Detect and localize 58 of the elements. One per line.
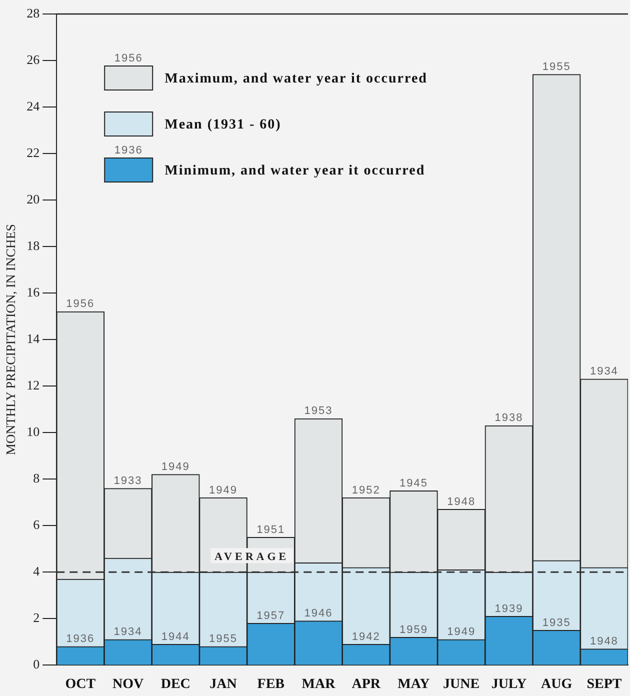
annotation: 1942 — [352, 630, 380, 643]
x-tick-label: MAR — [302, 677, 336, 692]
y-tick-label: 2 — [33, 610, 40, 626]
annotation: 1952 — [352, 484, 380, 496]
x-tick-label: JUNE — [443, 677, 480, 692]
annotation: 1955 — [209, 633, 238, 646]
annotation: 1955 — [542, 61, 571, 73]
y-tick-label: 0 — [33, 656, 40, 672]
annotation: 1944 — [161, 630, 190, 643]
x-tick-label: FEB — [257, 677, 284, 692]
y-tick-label: 28 — [26, 5, 40, 20]
y-tick-label: 18 — [26, 238, 40, 253]
y-tick-label: 6 — [33, 517, 40, 532]
x-tick-label: JAN — [210, 677, 237, 692]
annotation: 1938 — [494, 412, 524, 424]
annotation: 1934 — [114, 626, 142, 638]
x-tick-label: DEC — [160, 677, 190, 692]
x-tick-label: SEPT — [586, 677, 622, 692]
annotation: 1945 — [399, 477, 428, 490]
y-tick-label: 22 — [26, 144, 40, 160]
y-tick-label: 20 — [26, 191, 40, 206]
annotation: 1951 — [256, 524, 286, 536]
y-tick-label: 16 — [26, 284, 40, 300]
legend-label: Minimum, and water year it occurred — [164, 164, 426, 179]
y-tick-label: 4 — [33, 564, 40, 579]
x-tick-label: OCT — [65, 677, 96, 692]
annotation: 1956 — [66, 298, 95, 310]
annotation: 1949 — [209, 484, 238, 496]
y-tick-label: 10 — [26, 424, 40, 440]
y-tick-label: 14 — [26, 331, 40, 346]
annotation: 1939 — [494, 602, 524, 615]
y-tick-label: 12 — [26, 378, 40, 393]
annotation: 1946 — [304, 608, 333, 620]
legend-label: Maximum, and water year it occurred — [164, 72, 428, 87]
annotation: 1935 — [542, 616, 571, 629]
x-tick-label: AUG — [541, 677, 572, 692]
y-tick-label: 26 — [26, 52, 40, 67]
annotation: 1936 — [114, 144, 143, 157]
y-axis-title: MONTHLY PRECIPITATION, IN INCHES — [3, 224, 18, 456]
annotation: 1948 — [590, 635, 618, 648]
annotation: 1933 — [114, 474, 142, 487]
legend-label: Mean (1931 - 60) — [164, 118, 282, 133]
ref-line-label: AVERAGE — [214, 551, 290, 564]
annotation: 1949 — [447, 626, 476, 638]
annotation: 1956 — [114, 52, 143, 65]
annotation: 1957 — [256, 610, 286, 622]
x-tick-label: MAY — [398, 677, 430, 692]
annotation: 1948 — [447, 496, 476, 508]
annotation: 1953 — [304, 405, 333, 418]
annotation: 1949 — [161, 461, 190, 474]
annotation: 1936 — [66, 633, 95, 646]
annotation: 1934 — [590, 366, 618, 378]
annotation: 1959 — [399, 624, 428, 636]
x-tick-label: JULY — [491, 677, 527, 692]
x-tick-label: NOV — [112, 677, 144, 692]
x-tick-label: APR — [352, 677, 382, 692]
y-tick-label: 24 — [26, 98, 40, 114]
y-tick-label: 8 — [33, 470, 40, 486]
